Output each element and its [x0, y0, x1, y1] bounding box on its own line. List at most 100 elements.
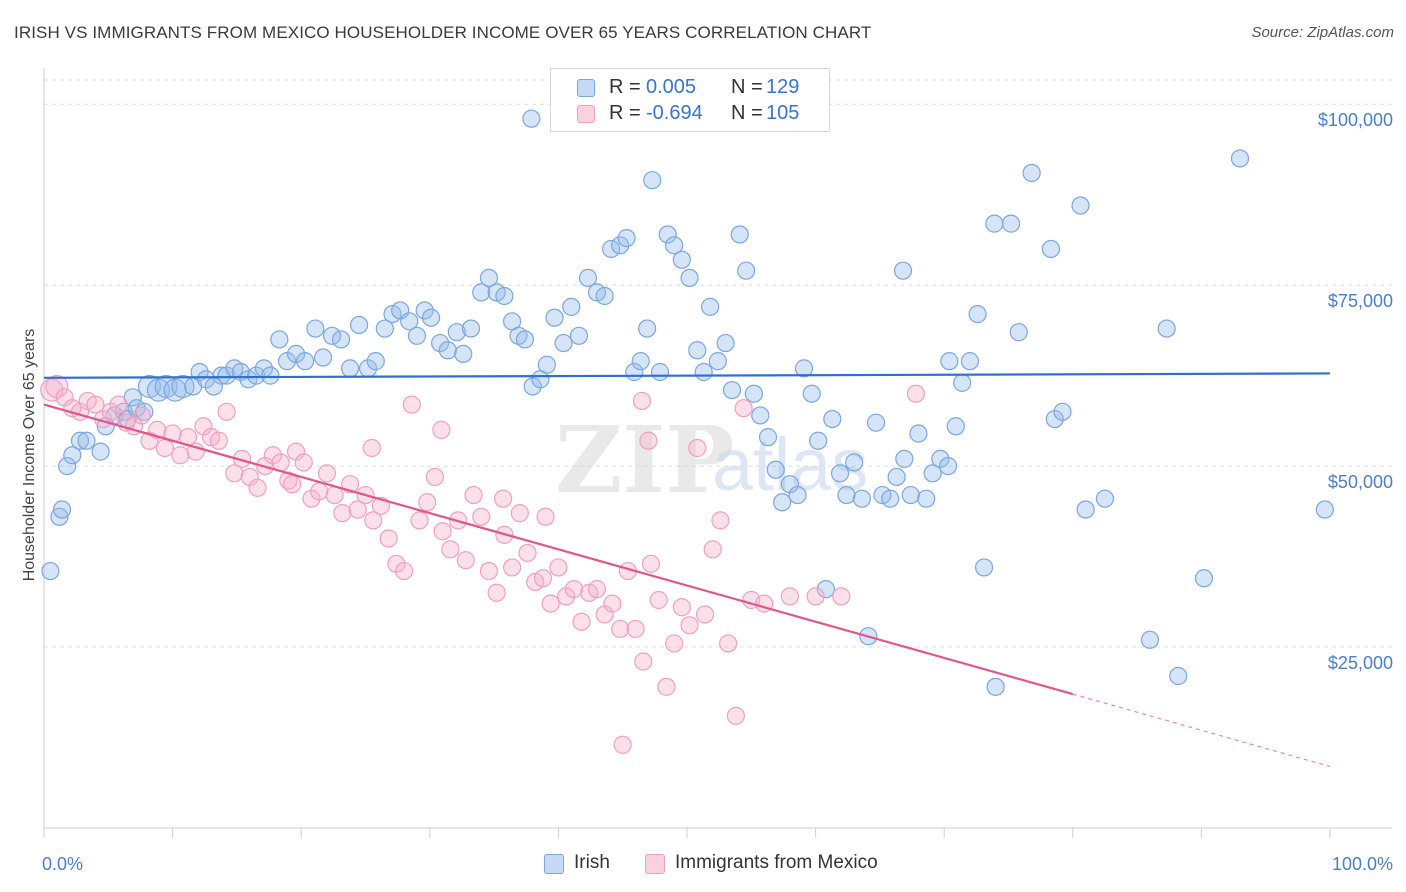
data-point — [375, 319, 394, 338]
data-point — [578, 268, 598, 288]
data-point — [658, 225, 677, 244]
data-point — [447, 323, 466, 342]
data-point — [495, 286, 514, 306]
data-point — [101, 402, 120, 421]
data-point — [953, 373, 972, 392]
chart-title: IRISH VS IMMIGRANTS FROM MEXICO HOUSEHOL… — [14, 23, 872, 42]
data-point — [603, 594, 622, 613]
legend-r-label: R = — [609, 102, 641, 124]
data-point — [572, 612, 591, 631]
data-point — [430, 333, 450, 353]
data-point — [631, 352, 650, 371]
data-point — [433, 522, 452, 541]
data-point — [313, 348, 333, 367]
data-point — [77, 431, 96, 450]
data-point — [737, 261, 756, 280]
data-point — [701, 297, 720, 316]
data-point — [1194, 569, 1214, 588]
data-point — [845, 453, 864, 472]
x-tick-label-left: 0.0% — [42, 854, 83, 874]
data-point — [672, 250, 691, 269]
legend-swatch-mexico — [577, 105, 595, 123]
data-point — [379, 529, 398, 548]
y-tick-label: $75,000 — [1328, 291, 1393, 311]
legend-r-value: -0.694 — [646, 102, 703, 124]
data-point — [643, 171, 662, 190]
data-point — [569, 326, 589, 345]
data-point — [523, 377, 542, 396]
data-point — [639, 431, 658, 450]
data-point — [554, 333, 573, 353]
data-point — [154, 374, 178, 399]
data-point — [331, 330, 351, 349]
data-point — [611, 619, 630, 639]
data-point — [394, 561, 414, 581]
series-1-points — [40, 374, 926, 754]
data-point — [349, 315, 369, 335]
data-point — [86, 395, 105, 414]
data-point — [1001, 214, 1021, 233]
data-point — [893, 261, 913, 280]
data-point — [986, 677, 1005, 696]
data-point — [587, 580, 607, 599]
data-point — [852, 489, 871, 508]
data-point — [726, 706, 745, 725]
data-point — [1095, 489, 1115, 508]
data-point — [917, 489, 936, 508]
data-point — [665, 634, 684, 653]
data-point — [657, 677, 676, 696]
data-point — [263, 446, 283, 465]
data-point — [132, 406, 151, 425]
data-point — [494, 489, 513, 508]
data-point — [1009, 323, 1028, 342]
data-point — [688, 438, 707, 458]
data-point — [472, 283, 491, 302]
trend-line-0 — [43, 372, 1331, 379]
data-point — [91, 442, 110, 461]
data-point — [602, 239, 621, 259]
data-point — [425, 467, 445, 487]
data-point — [537, 355, 556, 374]
data-point — [730, 225, 749, 244]
data-point — [518, 543, 537, 563]
data-point — [261, 366, 280, 385]
data-point — [564, 580, 583, 599]
data-point — [626, 619, 645, 639]
data-point — [302, 489, 321, 508]
correlation-legend: R = 0.005 N = 129 R = -0.694 N = 105 — [550, 68, 830, 132]
data-point — [703, 540, 722, 559]
data-point — [295, 352, 315, 371]
data-point — [109, 395, 128, 414]
data-point — [366, 352, 385, 371]
data-point — [1315, 500, 1334, 519]
data-point — [1140, 630, 1160, 649]
data-point — [209, 431, 228, 450]
trend-line-1-extension — [1072, 693, 1331, 768]
data-point — [881, 489, 900, 508]
legend-r-label: R = — [609, 76, 641, 98]
data-point — [766, 460, 785, 479]
data-point — [901, 485, 920, 505]
data-point — [806, 587, 825, 606]
data-point — [63, 446, 82, 465]
data-point — [317, 464, 337, 483]
data-point — [816, 580, 835, 599]
data-point — [1076, 500, 1095, 519]
y-tick-label: $100,000 — [1318, 110, 1393, 130]
data-point — [906, 384, 926, 403]
data-point — [940, 352, 959, 371]
data-point — [617, 228, 636, 248]
data-point — [634, 652, 653, 671]
data-point — [1045, 409, 1064, 429]
data-point — [225, 464, 244, 483]
data-point — [441, 540, 460, 559]
data-point — [946, 417, 965, 436]
data-point — [680, 268, 699, 288]
data-point — [545, 308, 564, 327]
data-point — [758, 428, 778, 447]
data-point — [974, 558, 994, 577]
data-point — [802, 384, 821, 403]
legend-swatch-irish — [577, 79, 595, 97]
data-point — [541, 594, 560, 613]
y-tick-label: $50,000 — [1328, 472, 1393, 492]
